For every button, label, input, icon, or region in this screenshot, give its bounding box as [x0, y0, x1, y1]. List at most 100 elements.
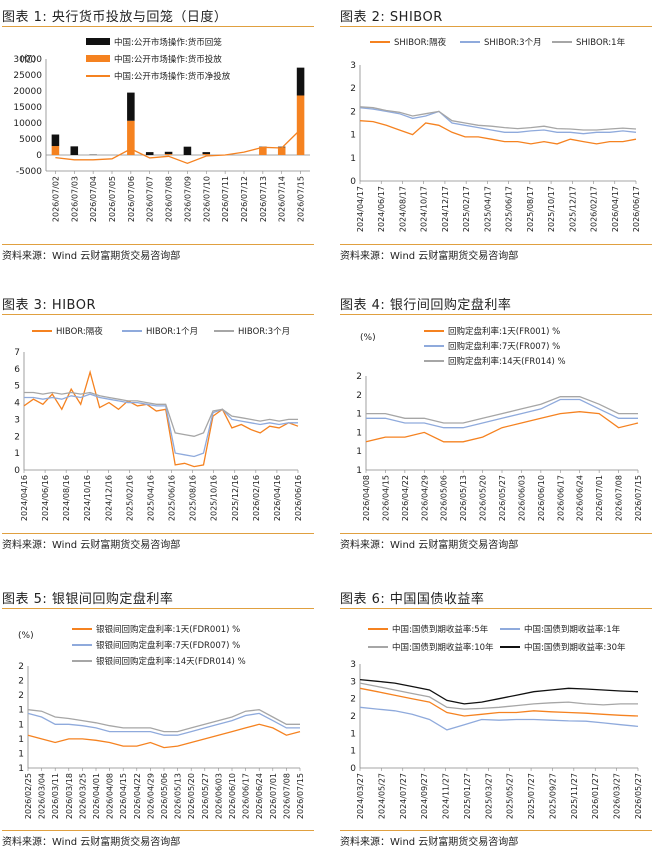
- bar-withdrawal: [202, 152, 211, 155]
- bar-injection: [296, 95, 305, 155]
- bar-withdrawal: [70, 146, 79, 155]
- series-line: [359, 120, 637, 145]
- y-tick-label: 30000: [13, 55, 42, 65]
- y-tick-label: 3: [14, 415, 20, 425]
- x-tick-label: 2026/07/04: [89, 176, 98, 222]
- x-tick-label: 2026/06/24: [255, 773, 264, 819]
- series-line: [365, 411, 639, 443]
- y-tick-label: 1: [14, 449, 20, 459]
- y-tick-label: 1: [356, 447, 362, 457]
- y-tick-label: 2: [356, 372, 362, 382]
- x-tick-label: 2025/02/17: [462, 186, 471, 232]
- unit-label: (%): [360, 333, 376, 343]
- panel-1: 图表 1: 央行货币投放与回笼（日度） 30000 25000 20000 15000…: [2, 2, 314, 262]
- x-tick-label: 2025/06/16: [168, 475, 177, 521]
- panel-3: 图表 3: HIBOR 7 6 5 4 3 2 1 0 2024/04/16 2024/06/16…: [2, 290, 314, 560]
- bar-injection: [51, 146, 60, 155]
- x-tick-label: 2026/05/20: [479, 475, 488, 521]
- legend-label: 中国:公开市场操作:货币投放: [114, 54, 222, 65]
- source-divider: [2, 533, 314, 534]
- x-tick-label: 2025/01/27: [463, 773, 472, 819]
- x-tick-label: 2026/03/27: [613, 773, 622, 819]
- x-tick-label: 2026/04/29: [420, 475, 429, 521]
- x-tick-label: 2024/09/27: [420, 773, 429, 819]
- y-tick-label: 2: [350, 107, 356, 117]
- x-tick-label: 2025/04/17: [483, 186, 492, 232]
- x-tick-label: 2026/06/17: [242, 773, 251, 819]
- x-tick-label: 2026/05/27: [634, 773, 643, 819]
- x-tick-label: 2025/06/17: [505, 186, 514, 232]
- x-tick-label: 2024/04/17: [356, 186, 365, 232]
- y-tick-label: 1: [18, 735, 24, 745]
- y-tick-label: 2: [350, 84, 356, 94]
- source-divider: [2, 830, 314, 831]
- x-tick-label: 2026/07/11: [221, 176, 230, 222]
- x-tick-label: 2024/07/27: [399, 773, 408, 819]
- bar-withdrawal: [183, 146, 192, 155]
- y-tick-label: 1: [18, 720, 24, 730]
- x-tick-label: 2026/07/08: [165, 176, 174, 222]
- y-tick-label: 1: [18, 706, 24, 716]
- series-line: [24, 393, 298, 458]
- legend-label: 中国:公开市场操作:货币回笼: [114, 37, 222, 48]
- x-tick-label: 2024/03/27: [356, 773, 365, 819]
- x-tick-label: 2026/06/16: [294, 475, 303, 521]
- x-tick-label: 2026/07/08: [282, 773, 291, 819]
- y-tick-label: 1: [356, 466, 362, 476]
- x-tick-label: 2026/07/15: [297, 176, 306, 222]
- title-divider: [340, 608, 652, 609]
- bar-injection: [164, 154, 173, 155]
- legend-label: 银银间回购定盘利率:14天(FDR014) %: [96, 656, 246, 667]
- x-tick-label: 2025/04/16: [146, 475, 155, 521]
- series-line: [27, 709, 300, 733]
- y-tick-label: 10000: [13, 119, 42, 129]
- x-tick-label: 2026/04/16: [273, 475, 282, 521]
- legend-label: HIBOR:3个月: [238, 327, 290, 337]
- x-tick-label: 2024/10/16: [83, 475, 92, 521]
- x-tick-label: 2026/07/15: [296, 773, 305, 819]
- x-tick-label: 2026/07/09: [183, 176, 192, 222]
- y-tick-label: 2: [18, 677, 24, 687]
- y-tick-label: 25000: [13, 71, 42, 81]
- source-note: 资料来源：Wind 云财富期货交易咨询部: [340, 251, 519, 262]
- x-tick-label: 2026/07/07: [146, 176, 155, 222]
- x-tick-label: 2024/06/16: [41, 475, 50, 521]
- x-tick-label: 2026/04/15: [119, 773, 128, 819]
- series-line: [366, 398, 638, 429]
- series-line: [359, 106, 637, 131]
- series-line: [27, 723, 301, 749]
- x-tick-label: 2024/10/17: [420, 186, 429, 232]
- x-tick-label: 2026/02/17: [590, 186, 599, 232]
- source-divider: [340, 533, 652, 534]
- x-tick-label: 2024/12/16: [104, 475, 113, 521]
- y-tick-label: 3: [350, 61, 356, 71]
- panel-title: 图表 5: 银银间回购定盘利率: [2, 592, 174, 607]
- bar-injection: [259, 147, 267, 155]
- x-tick-label: 2026/06/03: [214, 773, 223, 819]
- x-tick-label: 2025/05/27: [506, 773, 515, 819]
- y-tick-label: 2: [18, 691, 24, 701]
- x-tick-label: 2026/07/05: [108, 176, 117, 222]
- panel-4: 图表 4: 银行间回购定盘利率 2 2 1 1 1 1 2026/04/08 2026/04/…: [340, 290, 652, 560]
- source-note: 资料来源：Wind 云财富期货交易咨询部: [2, 251, 181, 262]
- x-tick-label: 2026/05/27: [498, 475, 507, 521]
- bar-injection: [202, 154, 211, 155]
- panel-title: 图表 3: HIBOR: [2, 298, 96, 313]
- legend-label: 中国:国债到期收益率:10年: [392, 642, 494, 653]
- y-tick-label: 1: [350, 747, 356, 757]
- panel-title: 图表 2: SHIBOR: [340, 10, 443, 25]
- x-tick-label: 2025/12/17: [568, 186, 577, 232]
- y-tick-label: 2: [350, 712, 356, 722]
- x-tick-label: 2026/04/22: [401, 475, 410, 521]
- x-tick-label: 2026/07/15: [634, 475, 643, 521]
- x-tick-label: 2026/07/12: [240, 176, 249, 222]
- source-note: 资料来源：Wind 云财富期货交易咨询部: [340, 837, 519, 848]
- bar-withdrawal: [127, 92, 135, 121]
- x-tick-label: 2025/12/16: [231, 475, 240, 521]
- y-tick-label: 2: [350, 695, 356, 705]
- y-tick-label: 5000: [19, 135, 42, 145]
- series-line: [55, 128, 302, 164]
